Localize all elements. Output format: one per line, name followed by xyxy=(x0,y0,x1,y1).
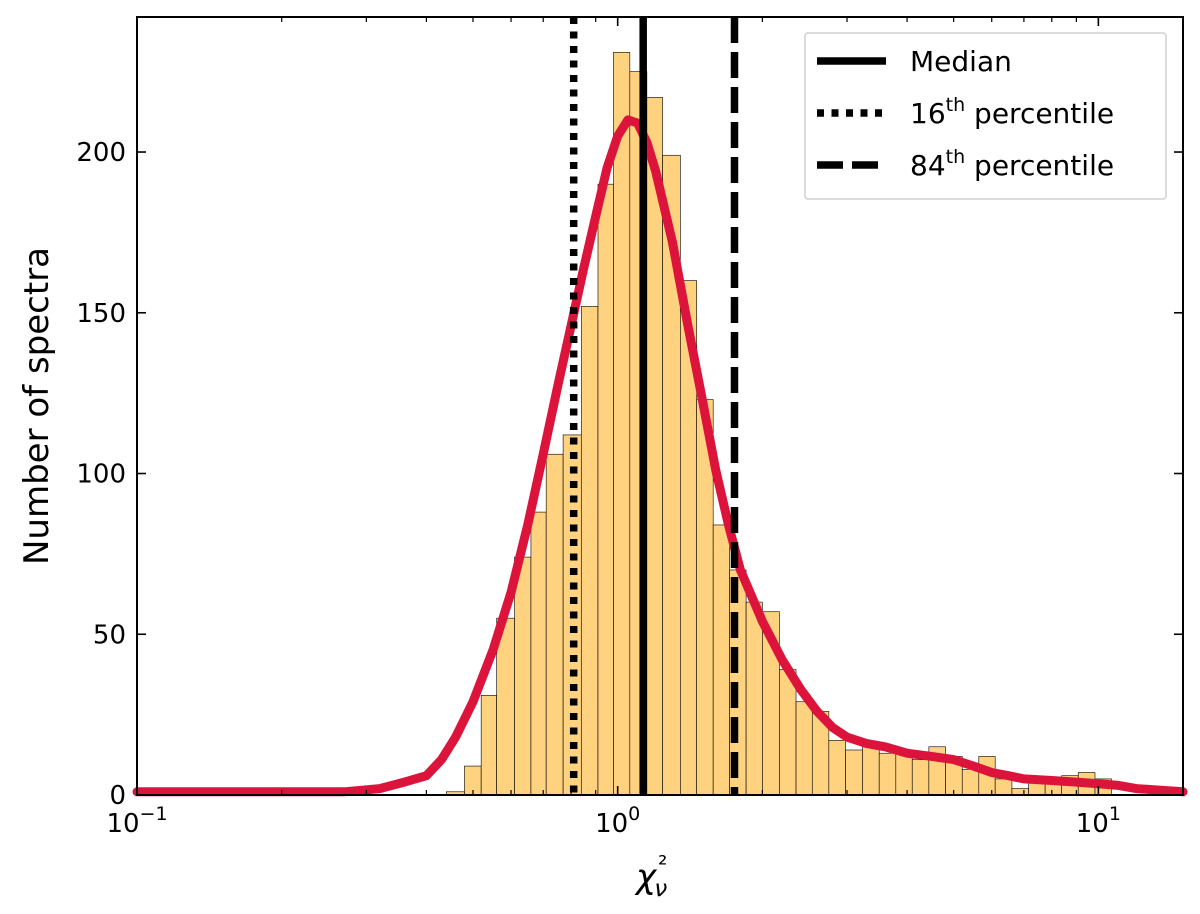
histogram-bar-18 xyxy=(745,601,763,796)
y-tick-label-1: 50 xyxy=(93,620,126,650)
histogram-bar-4 xyxy=(514,556,532,796)
y-axis-label: Number of spectra xyxy=(17,247,57,565)
histogram-bar-27 xyxy=(895,752,913,796)
y-tick-label-3: 150 xyxy=(76,299,126,329)
kde-curve-group xyxy=(132,115,1188,797)
y-tick-labels: 0 50 100 150 200 xyxy=(76,138,126,811)
percentile-lines xyxy=(569,17,739,795)
histogram-bar-26 xyxy=(878,752,897,796)
y-tick-label-0: 0 xyxy=(109,781,126,811)
plot-frame xyxy=(136,16,1184,796)
histogram-bar-23 xyxy=(828,740,846,796)
histogram-bar-8 xyxy=(580,306,599,796)
y-tick-label-4: 200 xyxy=(76,138,126,168)
legend: Median 16th percentile 84th percentile xyxy=(804,32,1167,200)
histogram-bar-21 xyxy=(795,701,813,796)
histogram-bar-5 xyxy=(530,511,547,796)
histogram-bar-31 xyxy=(961,768,980,796)
legend-label-1: 16th percentile xyxy=(910,94,1114,130)
x-tick-label-2: 101 xyxy=(1076,803,1121,839)
histogram-bar-24 xyxy=(845,749,863,796)
histogram-bar-20 xyxy=(779,669,797,796)
legend-box xyxy=(804,32,1167,200)
histogram-bar-9 xyxy=(597,183,614,796)
histogram-bars xyxy=(445,52,1112,796)
histogram-bar-2 xyxy=(480,695,497,796)
histogram-bar-28 xyxy=(911,759,930,796)
histogram-bar-33 xyxy=(994,778,1013,796)
legend-label-2: 84th percentile xyxy=(910,146,1114,182)
x-axis-label: χ² ν xyxy=(634,852,667,902)
x-tick-label-0: 10−1 xyxy=(106,803,167,839)
y-tick-label-2: 100 xyxy=(76,460,126,490)
x-axis-label-text: χ² ν xyxy=(634,852,667,902)
x-tick-label-1: 100 xyxy=(595,803,640,839)
histogram-bar-10 xyxy=(613,52,631,796)
histogram-bar-6 xyxy=(545,453,564,796)
kde-curve xyxy=(132,115,1188,797)
x-tick-labels: 10−1 100 101 xyxy=(106,803,1121,839)
histogram-bar-25 xyxy=(862,746,880,796)
histogram-bar-16 xyxy=(712,524,730,796)
legend-label-0: Median xyxy=(910,45,1012,78)
